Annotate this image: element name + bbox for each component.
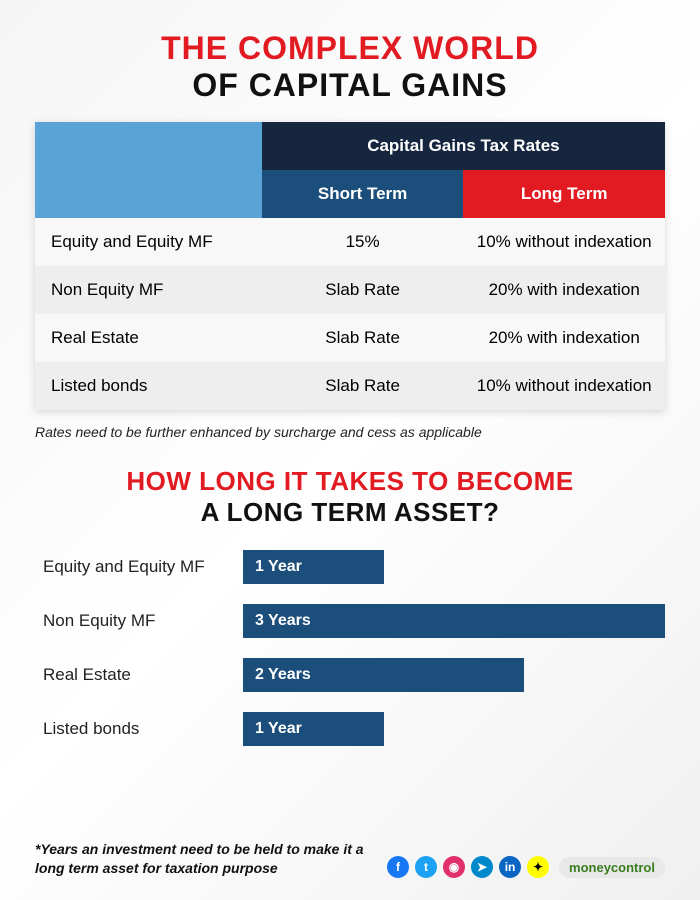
bar-row: Equity and Equity MF1 Year: [43, 550, 665, 584]
snapchat-icon[interactable]: ✦: [527, 856, 549, 878]
subtitle: HOW LONG IT TAKES TO BECOME A LONG TERM …: [35, 466, 665, 528]
row-label: Equity and Equity MF: [35, 218, 262, 266]
cell-long-term: 10% without indexation: [463, 218, 665, 266]
table-footnote: Rates need to be further enhanced by sur…: [35, 424, 665, 440]
bar-track: 3 Years: [243, 604, 665, 638]
cell-short-term: Slab Rate: [262, 266, 464, 314]
bar-label: Equity and Equity MF: [43, 557, 243, 577]
linkedin-icon[interactable]: in: [499, 856, 521, 878]
cell-long-term: 20% with indexation: [463, 266, 665, 314]
table-row: Equity and Equity MF15%10% without index…: [35, 218, 665, 266]
cell-short-term: Slab Rate: [262, 314, 464, 362]
row-label: Non Equity MF: [35, 266, 262, 314]
facebook-icon[interactable]: f: [387, 856, 409, 878]
bar-label: Non Equity MF: [43, 611, 243, 631]
main-title: THE COMPLEX WORLD OF CAPITAL GAINS: [35, 30, 665, 104]
bar-track: 2 Years: [243, 658, 665, 692]
twitter-icon[interactable]: t: [415, 856, 437, 878]
cell-long-term: 20% with indexation: [463, 314, 665, 362]
bar-label: Listed bonds: [43, 719, 243, 739]
bar-fill: 2 Years: [243, 658, 524, 692]
table-row: Non Equity MFSlab Rate20% with indexatio…: [35, 266, 665, 314]
brand-logo[interactable]: moneycontrol: [559, 857, 665, 878]
bar-row: Listed bonds1 Year: [43, 712, 665, 746]
subtitle-line-2: A LONG TERM ASSET?: [35, 497, 665, 528]
telegram-icon[interactable]: ➤: [471, 856, 493, 878]
header-long-term: Long Term: [463, 170, 665, 218]
bar-row: Real Estate2 Years: [43, 658, 665, 692]
bar-fill: 1 Year: [243, 712, 384, 746]
bar-fill: 1 Year: [243, 550, 384, 584]
capital-gains-table: Capital Gains Tax RatesShort TermLong Te…: [35, 122, 665, 410]
row-label: Real Estate: [35, 314, 262, 362]
bar-chart: Equity and Equity MF1 YearNon Equity MF3…: [35, 550, 665, 746]
cell-short-term: 15%: [262, 218, 464, 266]
bar-track: 1 Year: [243, 550, 665, 584]
header-short-term: Short Term: [262, 170, 464, 218]
cell-long-term: 10% without indexation: [463, 362, 665, 410]
social-icons: ft ◉ ➤ in ✦ moneycontrol: [387, 856, 665, 878]
table-row: Listed bondsSlab Rate10% without indexat…: [35, 362, 665, 410]
bar-track: 1 Year: [243, 712, 665, 746]
header-group: Capital Gains Tax Rates: [262, 122, 665, 170]
subtitle-line-1: HOW LONG IT TAKES TO BECOME: [35, 466, 665, 497]
bar-row: Non Equity MF3 Years: [43, 604, 665, 638]
header-blank: [35, 122, 262, 218]
cell-short-term: Slab Rate: [262, 362, 464, 410]
title-line-1: THE COMPLEX WORLD: [35, 30, 665, 67]
table-body: Equity and Equity MF15%10% without index…: [35, 218, 665, 410]
footer: *Years an investment need to be held to …: [35, 840, 665, 878]
title-line-2: OF CAPITAL GAINS: [35, 67, 665, 104]
chart-footnote: *Years an investment need to be held to …: [35, 840, 365, 878]
table-head: Capital Gains Tax RatesShort TermLong Te…: [35, 122, 665, 218]
bar-label: Real Estate: [43, 665, 243, 685]
bar-fill: 3 Years: [243, 604, 665, 638]
row-label: Listed bonds: [35, 362, 262, 410]
table-row: Real EstateSlab Rate20% with indexation: [35, 314, 665, 362]
instagram-icon[interactable]: ◉: [443, 856, 465, 878]
